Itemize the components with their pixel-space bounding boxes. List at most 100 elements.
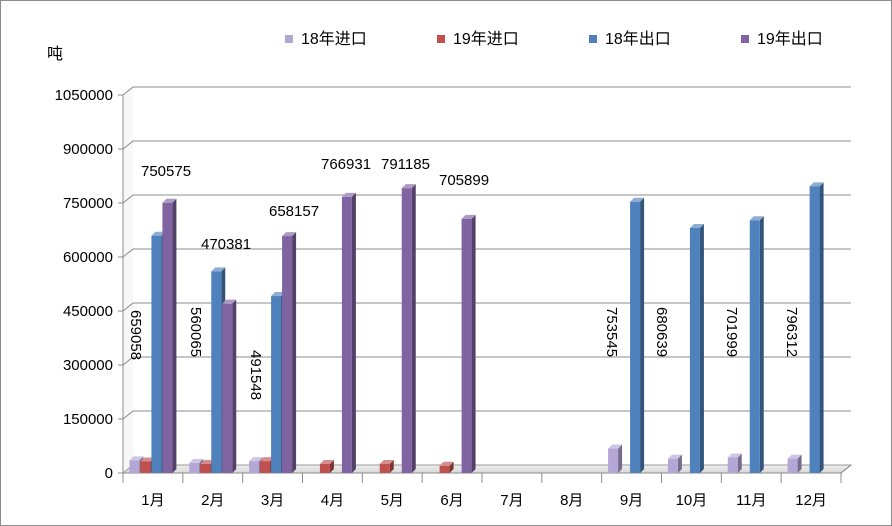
bar-front [129,460,140,473]
bar-top [787,454,802,459]
data-labels: 659058 560065 491548 753545 680639 701999 7963… [127,156,800,400]
bar-front [630,201,641,473]
x-tick-label: 11月 [736,492,767,509]
bar-top [162,198,177,203]
bar-top [282,232,297,237]
bar-top [129,456,144,461]
data-label: 701999 [723,307,740,357]
bar-front [260,461,271,473]
bar-top [260,457,275,462]
bar-top [200,460,215,464]
bar-19年出口-1月 [162,198,177,473]
x-tick-label: 9月 [620,492,643,509]
bar-top [608,444,623,449]
bar-front [749,220,760,473]
bar-front [809,186,820,473]
bar-front [249,461,260,473]
gridline [122,140,851,150]
gridline [122,248,851,258]
bar-side [797,454,802,473]
x-tick-label: 6月 [440,492,463,509]
bar-front [727,457,738,473]
bar-top [749,216,764,221]
side-wall [123,87,133,473]
bar-front [140,461,151,473]
bar-front [282,236,293,473]
data-label: 659058 [127,310,144,360]
bar-side [389,460,394,473]
legend-swatch [285,35,293,43]
x-tick-label: 7月 [500,492,523,509]
gridline [122,356,851,366]
bar-18年出口-9月 [630,197,645,473]
legend-label: 19年出口 [757,30,823,48]
legend-swatch [437,35,445,43]
bar-top [379,460,394,464]
bar-18年出口-10月 [689,223,704,473]
bar-front [222,303,233,473]
legend-label: 18年进口 [301,30,367,48]
bar-side [172,198,177,473]
x-tick-label: 12月 [795,492,827,509]
bar-side [292,232,297,473]
bar-top [689,223,704,228]
gridline [122,86,851,96]
bar-18年进口-10月 [667,454,682,473]
bar-top [667,454,682,459]
bar-18年出口-12月 [809,182,824,473]
bar-18年出口-11月 [749,216,764,473]
bar-top [401,184,416,189]
bar-front [211,271,222,473]
bar-side [737,453,742,473]
bar-top [809,182,824,187]
bar-side [677,454,682,473]
bar-front [667,458,678,473]
y-tick-label: 450000 [63,303,113,320]
bar-top [727,453,742,458]
bar-top [319,460,334,464]
bar-top [211,267,226,272]
y-axis-unit-label: 吨 [47,45,63,63]
gridlines [122,86,851,420]
bar-top [630,197,645,202]
data-label: 766931 [321,156,371,173]
bar-19年出口-2月 [222,299,237,473]
bar-front [271,296,282,473]
bar-side [699,223,704,473]
gridline [122,410,851,420]
bars [129,182,824,474]
bar-front [162,202,173,473]
data-label: 470381 [201,236,251,253]
x-axis-edge [840,464,852,474]
data-label: 560065 [187,307,204,357]
y-tick-label: 600000 [63,249,113,266]
x-tick-label: 10月 [676,492,708,509]
gridline [122,194,851,204]
bar-top [271,292,286,297]
legend-item-18年进口: 18年进口 [285,30,367,48]
y-tick-label: 1050000 [55,87,113,104]
bar-side [618,444,623,473]
x-tick-label: 8月 [560,492,583,509]
bar-18年进口-9月 [608,444,623,473]
bar-side [819,182,824,473]
legend-swatch [589,35,597,43]
gridline [122,302,851,312]
y-tick-label: 750000 [63,195,113,212]
y-tick-label: 300000 [63,357,113,374]
bar-front [379,464,390,473]
bar-top [341,192,356,197]
bar-18年进口-11月 [727,453,742,473]
y-tick-label: 0 [105,465,113,482]
bar-side [471,214,476,474]
bar-top [439,461,454,466]
x-tick-label: 3月 [261,492,284,509]
bar-top [140,457,155,462]
x-tick-label: 4月 [321,492,344,509]
bar-side [411,184,416,473]
bar-19年进口-5月 [379,460,394,473]
bar-side [640,197,645,473]
data-label: 705899 [439,172,489,189]
